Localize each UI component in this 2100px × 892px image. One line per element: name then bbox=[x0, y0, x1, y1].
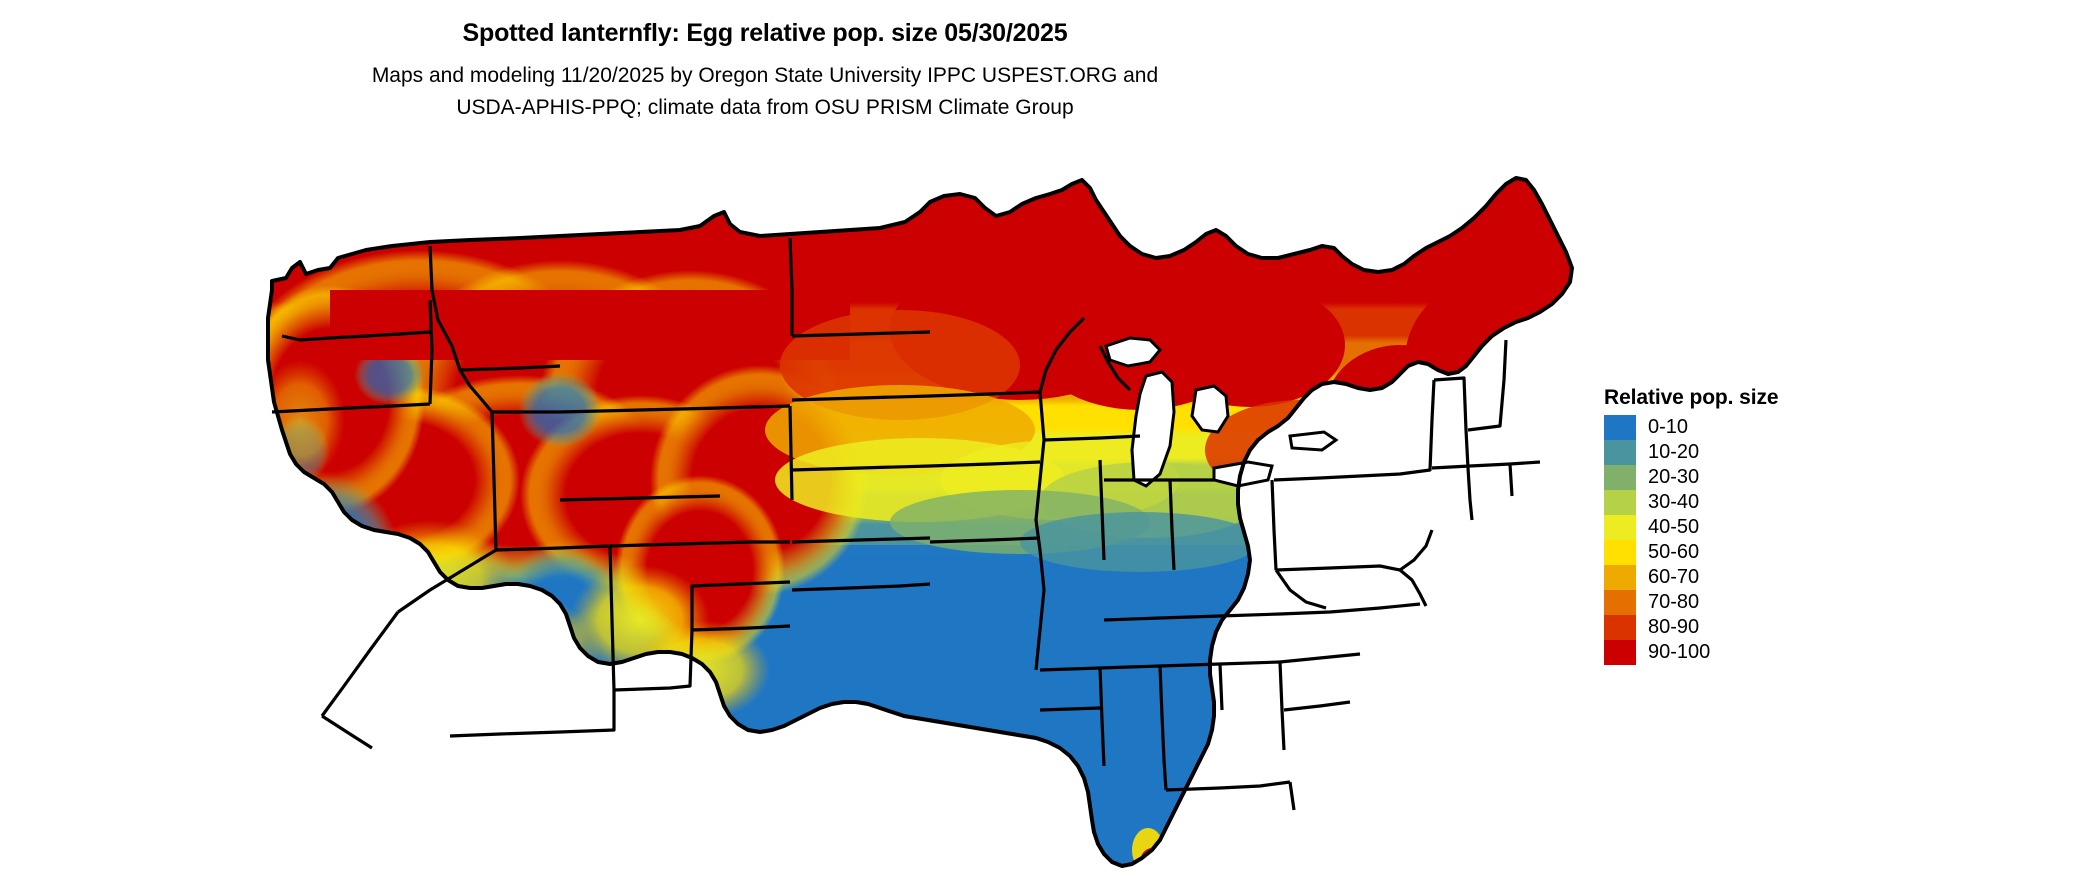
legend-label: 40-50 bbox=[1648, 516, 1700, 538]
subtitle-line-1: Maps and modeling 11/20/2025 by Oregon S… bbox=[371, 64, 1159, 87]
legend-swatch bbox=[1604, 465, 1636, 490]
page-title: Spotted lanternfly: Egg relative pop. si… bbox=[462, 19, 1068, 47]
state-boundaries bbox=[266, 176, 1574, 868]
legend-swatch bbox=[1604, 590, 1636, 615]
value-surface bbox=[268, 178, 1572, 866]
legend-title: Relative pop. size bbox=[1604, 386, 1779, 409]
legend-row: 90-100 bbox=[1604, 640, 1778, 665]
legend-swatch bbox=[1604, 640, 1636, 665]
legend-swatch bbox=[1604, 565, 1636, 590]
legend-label: 30-40 bbox=[1648, 491, 1700, 513]
legend-label: 90-100 bbox=[1648, 641, 1711, 663]
legend-label: 20-30 bbox=[1648, 466, 1700, 488]
lake-huron bbox=[1190, 384, 1230, 434]
choropleth-map bbox=[0, 150, 1600, 892]
legend-row: 10-20 bbox=[1604, 440, 1778, 465]
legend-swatch bbox=[1604, 515, 1636, 540]
legend-row: 50-60 bbox=[1604, 540, 1778, 565]
lake-superior bbox=[1104, 336, 1163, 368]
legend-row: 40-50 bbox=[1604, 515, 1778, 540]
legend-label: 70-80 bbox=[1648, 591, 1700, 613]
legend-row: 30-40 bbox=[1604, 490, 1778, 515]
legend-label: 10-20 bbox=[1648, 441, 1700, 463]
legend-label: 80-90 bbox=[1648, 616, 1700, 638]
legend-row: 0-10 bbox=[1604, 415, 1778, 440]
legend-row: 20-30 bbox=[1604, 465, 1778, 490]
legend-label: 50-60 bbox=[1648, 541, 1700, 563]
page-subtitle: Maps and modeling 11/20/2025 by Oregon S… bbox=[0, 60, 1530, 124]
legend-swatch bbox=[1604, 490, 1636, 515]
lake-ontario bbox=[1288, 430, 1339, 452]
legend-swatch bbox=[1604, 415, 1636, 440]
legend-items: 0-10 10-20 20-30 30-40 40-50 50-60 60-70 70-80 8… bbox=[1604, 415, 1778, 665]
subtitle-line-2: USDA-APHIS-PPQ; climate data from OSU PR… bbox=[456, 96, 1074, 119]
legend: Relative pop. size 0-10 10-20 20-30 30-40 40… bbox=[1604, 386, 1779, 665]
legend-row: 60-70 bbox=[1604, 565, 1778, 590]
legend-swatch bbox=[1604, 615, 1636, 640]
legend-row: 70-80 bbox=[1604, 590, 1778, 615]
legend-swatch bbox=[1604, 540, 1636, 565]
legend-swatch bbox=[1604, 440, 1636, 465]
legend-label: 60-70 bbox=[1648, 566, 1700, 588]
legend-row: 80-90 bbox=[1604, 615, 1778, 640]
legend-label: 0-10 bbox=[1648, 416, 1689, 438]
